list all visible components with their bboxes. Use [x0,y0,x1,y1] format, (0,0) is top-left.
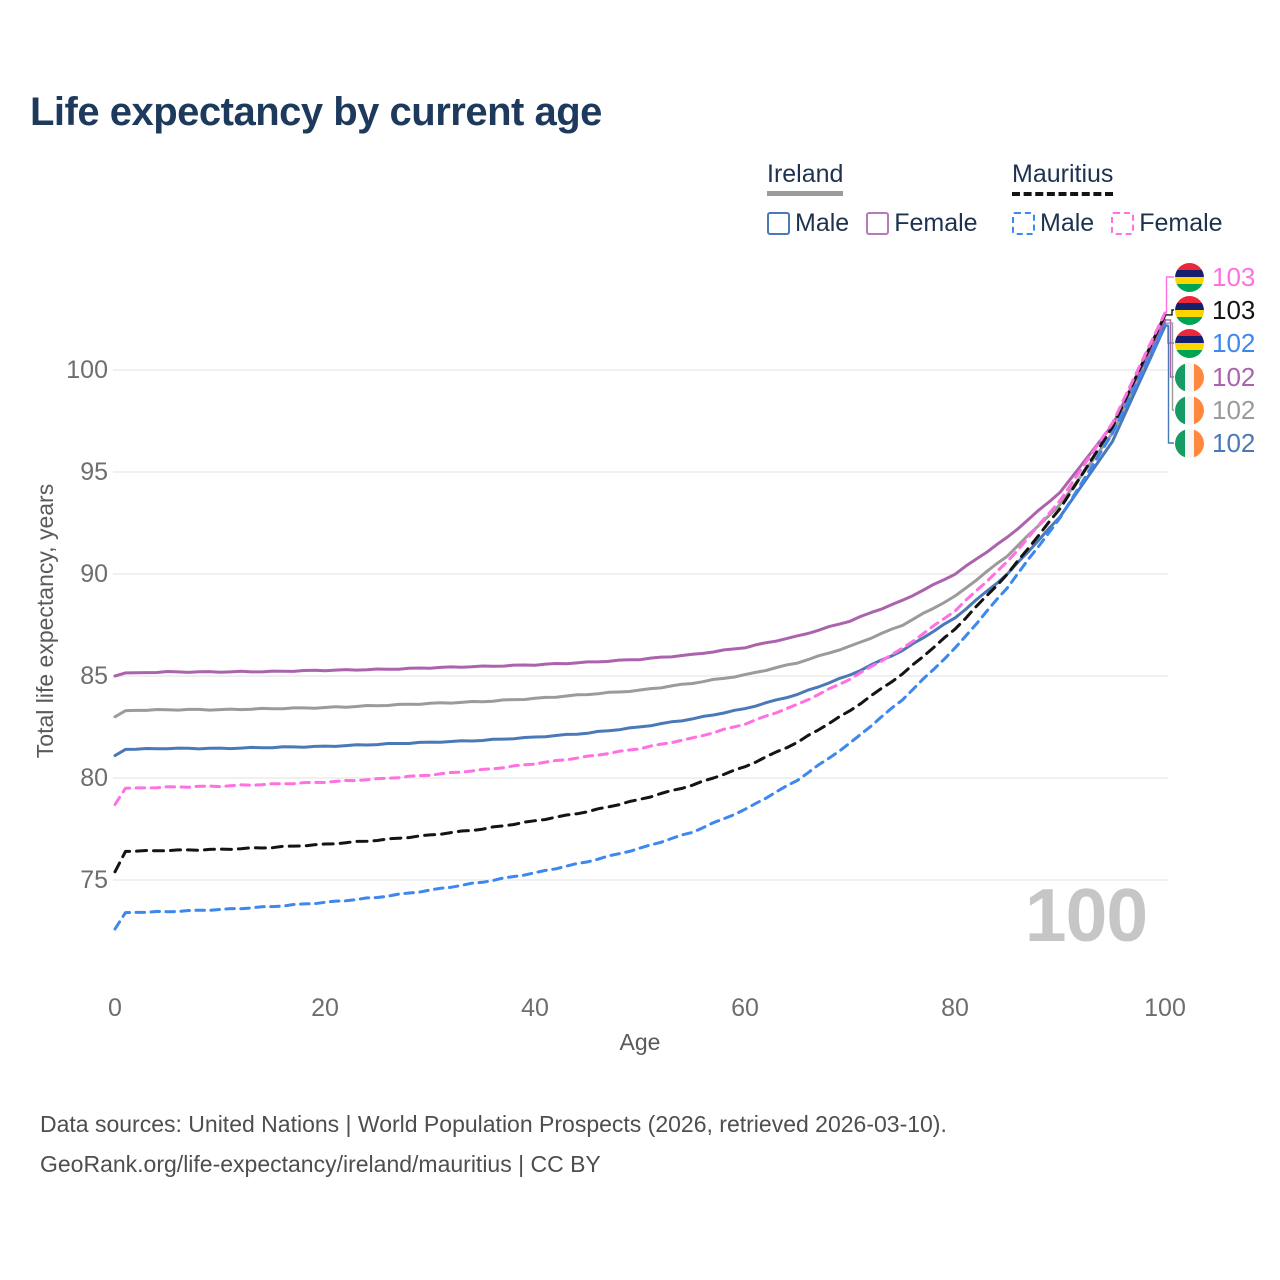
legend-country-label: Ireland [767,160,844,188]
data-sources-caption: Data sources: United Nations | World Pop… [40,1111,947,1137]
page-title: Life expectancy by current age [30,90,602,134]
ireland-flag-icon [1175,395,1204,425]
y-tick-label: 90 [80,560,108,588]
endpoint-value: 102 [1212,428,1256,458]
y-tick-label: 75 [80,866,108,894]
legend-item-label: Female [894,209,978,237]
legend-item-mauritius-male[interactable]: Male [1012,209,1094,238]
endpoint-label-mu_female: 103 [1175,262,1255,292]
series-line-ie_female [113,318,1167,678]
legend-item-label: Male [795,209,850,237]
mauritius-flag-icon [1175,262,1204,292]
leader-line-ie_total [1165,322,1174,411]
legend-country-label: Mauritius [1012,160,1114,188]
x-tick-label: 100 [1144,994,1186,1022]
x-tick-label: 80 [941,994,969,1022]
legend-item-mauritius-female[interactable]: Female [1111,209,1223,238]
ireland-flag-icon [1175,428,1204,458]
series-line-mu_female [113,311,1167,806]
leader-line-mu_total [1165,309,1174,316]
legend-item-ireland-male[interactable]: Male [767,209,849,238]
endpoint-label-mu_male: 102 [1175,328,1255,358]
legend-item-label: Male [1040,209,1095,237]
x-tick-label: 40 [521,994,549,1022]
legend-group-mauritius: Mauritius Male Female [1012,160,1223,238]
chart-legend: Ireland Male Female Mauritius Male Female [0,160,1280,250]
age-watermark: 100 [1024,873,1148,957]
series-line-mu_total [113,313,1167,874]
endpoint-value: 103 [1212,262,1256,292]
series-line-mu_male [113,323,1167,931]
x-tick-label: 60 [731,994,759,1022]
endpoint-value: 103 [1212,295,1256,325]
mauritius-flag-icon [1175,295,1204,325]
endpoint-value: 102 [1212,362,1256,392]
legend-swatch [866,212,890,235]
leader-line-ie_male [1165,325,1174,444]
attribution-caption: GeoRank.org/life-expectancy/ireland/maur… [40,1151,601,1177]
series-line-ie_male [113,324,1167,758]
endpoint-label-ie_female: 102 [1175,362,1255,392]
legend-linestyle-sample-solid [767,191,844,196]
x-tick-label: 0 [108,994,122,1022]
endpoint-label-ie_male: 102 [1175,428,1255,458]
mauritius-flag-icon [1175,328,1204,358]
legend-swatch [767,212,790,235]
y-tick-label: 95 [80,458,108,486]
legend-swatch [1012,212,1035,235]
endpoint-label-mu_total: 103 [1175,295,1255,325]
ireland-flag-icon [1175,362,1204,392]
series-line-ie_total [113,321,1167,719]
legend-swatch [1111,212,1135,235]
endpoint-value: 102 [1212,395,1256,425]
legend-item-ireland-female[interactable]: Female [866,209,978,238]
legend-item-label: Female [1139,209,1223,237]
x-axis-title: Age [619,1029,661,1055]
y-tick-label: 85 [80,662,108,690]
legend-linestyle-sample-dashed [1012,192,1114,196]
y-tick-label: 100 [66,356,108,384]
legend-group-ireland: Ireland Male Female [767,160,978,238]
endpoint-label-ie_total: 102 [1175,395,1255,425]
y-tick-label: 80 [80,764,108,792]
leader-line-mu_female [1165,276,1174,314]
endpoint-value: 102 [1212,328,1256,358]
y-axis-title: Total life expectancy, years [32,483,58,759]
x-tick-label: 20 [311,994,339,1022]
